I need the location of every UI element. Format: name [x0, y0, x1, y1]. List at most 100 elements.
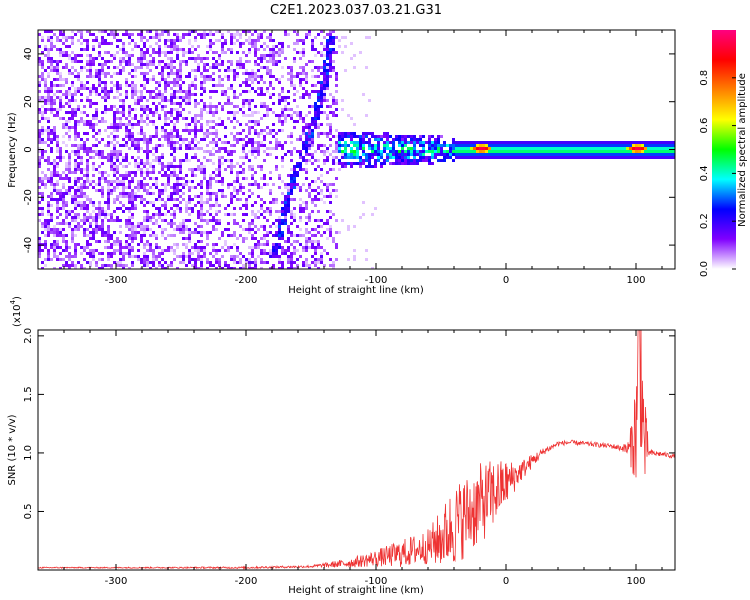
spectrogram-cell — [173, 171, 176, 174]
spectrogram-cell — [227, 213, 230, 216]
spectrogram-cell — [293, 213, 296, 216]
spectrogram-cell — [212, 216, 215, 219]
spectrogram-cell — [215, 210, 218, 213]
spectrogram-cell — [164, 165, 167, 168]
spectrogram-cell — [197, 165, 200, 168]
spectrogram-cell — [299, 57, 302, 60]
spectrogram-cell — [59, 156, 62, 159]
snr-x-tick-label: 100 — [626, 576, 645, 587]
spectrogram-cell — [254, 183, 257, 186]
spectrogram-cell — [317, 126, 320, 129]
spectrogram-cell — [113, 186, 116, 189]
spectrogram-cell — [629, 153, 632, 156]
spectrogram-cell — [53, 99, 56, 102]
spectrogram-cell — [260, 198, 263, 201]
spectrogram-cell — [314, 54, 317, 57]
spectrogram-cell — [113, 249, 116, 252]
spectrogram-cell — [128, 192, 131, 195]
spectrogram-cell — [326, 33, 329, 36]
spectrogram-cell — [38, 147, 41, 150]
spectrogram-cell — [86, 219, 89, 222]
spectrogram-cell — [272, 267, 275, 269]
spectrogram-cell — [317, 147, 320, 150]
spectrogram-cell — [179, 90, 182, 93]
spectrogram-cell — [53, 225, 56, 228]
spectrogram-cell — [248, 126, 251, 129]
spectrogram-cell — [239, 132, 242, 135]
spectrogram-cell — [254, 261, 257, 264]
spectrogram-cell — [311, 261, 314, 264]
spectrogram-cell — [530, 147, 533, 150]
spectrogram-cell — [227, 66, 230, 69]
spectrogram-cell — [317, 192, 320, 195]
spectrogram-cell — [314, 48, 317, 51]
spectrogram-cell — [140, 237, 143, 240]
spectrogram-cell — [632, 156, 635, 159]
spectrogram-cell — [104, 72, 107, 75]
spectrogram-cell — [98, 171, 101, 174]
spectrogram-cell — [221, 255, 224, 258]
spectrogram-cell — [146, 150, 149, 153]
spectrogram-cell — [365, 36, 368, 39]
spectrogram-cell — [59, 222, 62, 225]
spectrogram-cell — [41, 213, 44, 216]
spectrogram-cell — [377, 147, 380, 150]
spectrogram-cell — [95, 153, 98, 156]
spectrogram-cell — [236, 96, 239, 99]
spectrogram-cell — [158, 63, 161, 66]
spectrogram-cell — [137, 195, 140, 198]
spectrogram-cell — [188, 102, 191, 105]
spectrogram-cell — [602, 156, 605, 159]
spectrogram-cell — [299, 96, 302, 99]
spectrogram-cell — [554, 141, 557, 144]
spectrogram-cell — [95, 189, 98, 192]
spectrogram-cell — [218, 54, 221, 57]
spectrogram-cell — [281, 66, 284, 69]
spectrogram-cell — [326, 69, 329, 72]
spectrogram-cell — [293, 174, 296, 177]
spectrogram-cell — [92, 216, 95, 219]
spectrogram-cell — [491, 156, 494, 159]
spectrogram-cell — [176, 36, 179, 39]
spectrogram-cell — [77, 72, 80, 75]
spectrogram-cell — [332, 183, 335, 186]
spectrogram-cell — [107, 90, 110, 93]
spectrogram-cell — [77, 165, 80, 168]
spectrogram-cell — [170, 48, 173, 51]
spectrogram-cell — [200, 246, 203, 249]
spectrogram-cell — [542, 150, 545, 153]
spectrogram-cell — [68, 189, 71, 192]
spectrogram-cell — [290, 210, 293, 213]
spectrogram-cell — [161, 165, 164, 168]
spectrogram-cell — [269, 201, 272, 204]
spectrogram-cell — [107, 255, 110, 258]
spectrogram-cell — [68, 246, 71, 249]
spectrogram-cell — [77, 39, 80, 42]
spectrogram-cell — [71, 150, 74, 153]
spectrogram-cell — [38, 207, 41, 210]
spectrogram-cell — [131, 216, 134, 219]
spectrogram-cell — [59, 39, 62, 42]
spectrogram-cell — [248, 222, 251, 225]
snr-multiplier: (x104) — [9, 296, 23, 327]
spectrogram-cell — [413, 162, 416, 165]
spectrogram-cell — [128, 207, 131, 210]
spectrogram-cell — [47, 87, 50, 90]
spectrogram-cell — [635, 150, 638, 153]
spectrogram-cell — [62, 51, 65, 54]
spectrogram-cell — [128, 171, 131, 174]
spectrogram-cell — [146, 261, 149, 264]
snr-frame — [37, 329, 676, 571]
spectrogram-cell — [275, 147, 278, 150]
spectrogram-cell — [131, 141, 134, 144]
spectrogram-cell — [206, 258, 209, 261]
spectrogram-cell — [239, 108, 242, 111]
spectrogram-cell — [530, 141, 533, 144]
spectrogram-cell — [371, 165, 374, 168]
spectrogram-cell — [86, 162, 89, 165]
spectrogram-cell — [161, 198, 164, 201]
spectrogram-cell — [554, 147, 557, 150]
spectrogram-cell — [281, 144, 284, 147]
spectrogram-cell — [356, 144, 359, 147]
spectrogram-cell — [329, 225, 332, 228]
